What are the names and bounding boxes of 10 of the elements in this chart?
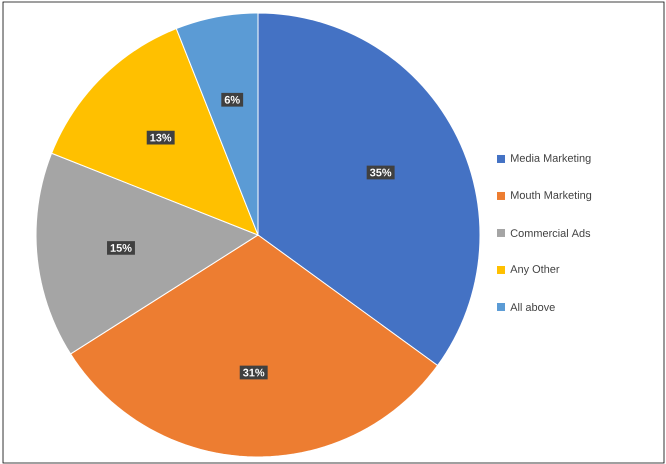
legend-label: Media Marketing xyxy=(511,154,590,164)
data-label: 13% xyxy=(150,134,172,142)
data-label: 15% xyxy=(110,244,132,252)
legend-label: Mouth Marketing xyxy=(511,190,592,202)
data-label: 31% xyxy=(242,368,264,376)
data-label: 35% xyxy=(370,168,392,176)
data-label: 6% xyxy=(224,96,240,104)
legend-label: Commercial Ads xyxy=(510,228,590,238)
legend-label: Any Other xyxy=(510,264,560,276)
legend-label: All above xyxy=(510,302,555,312)
